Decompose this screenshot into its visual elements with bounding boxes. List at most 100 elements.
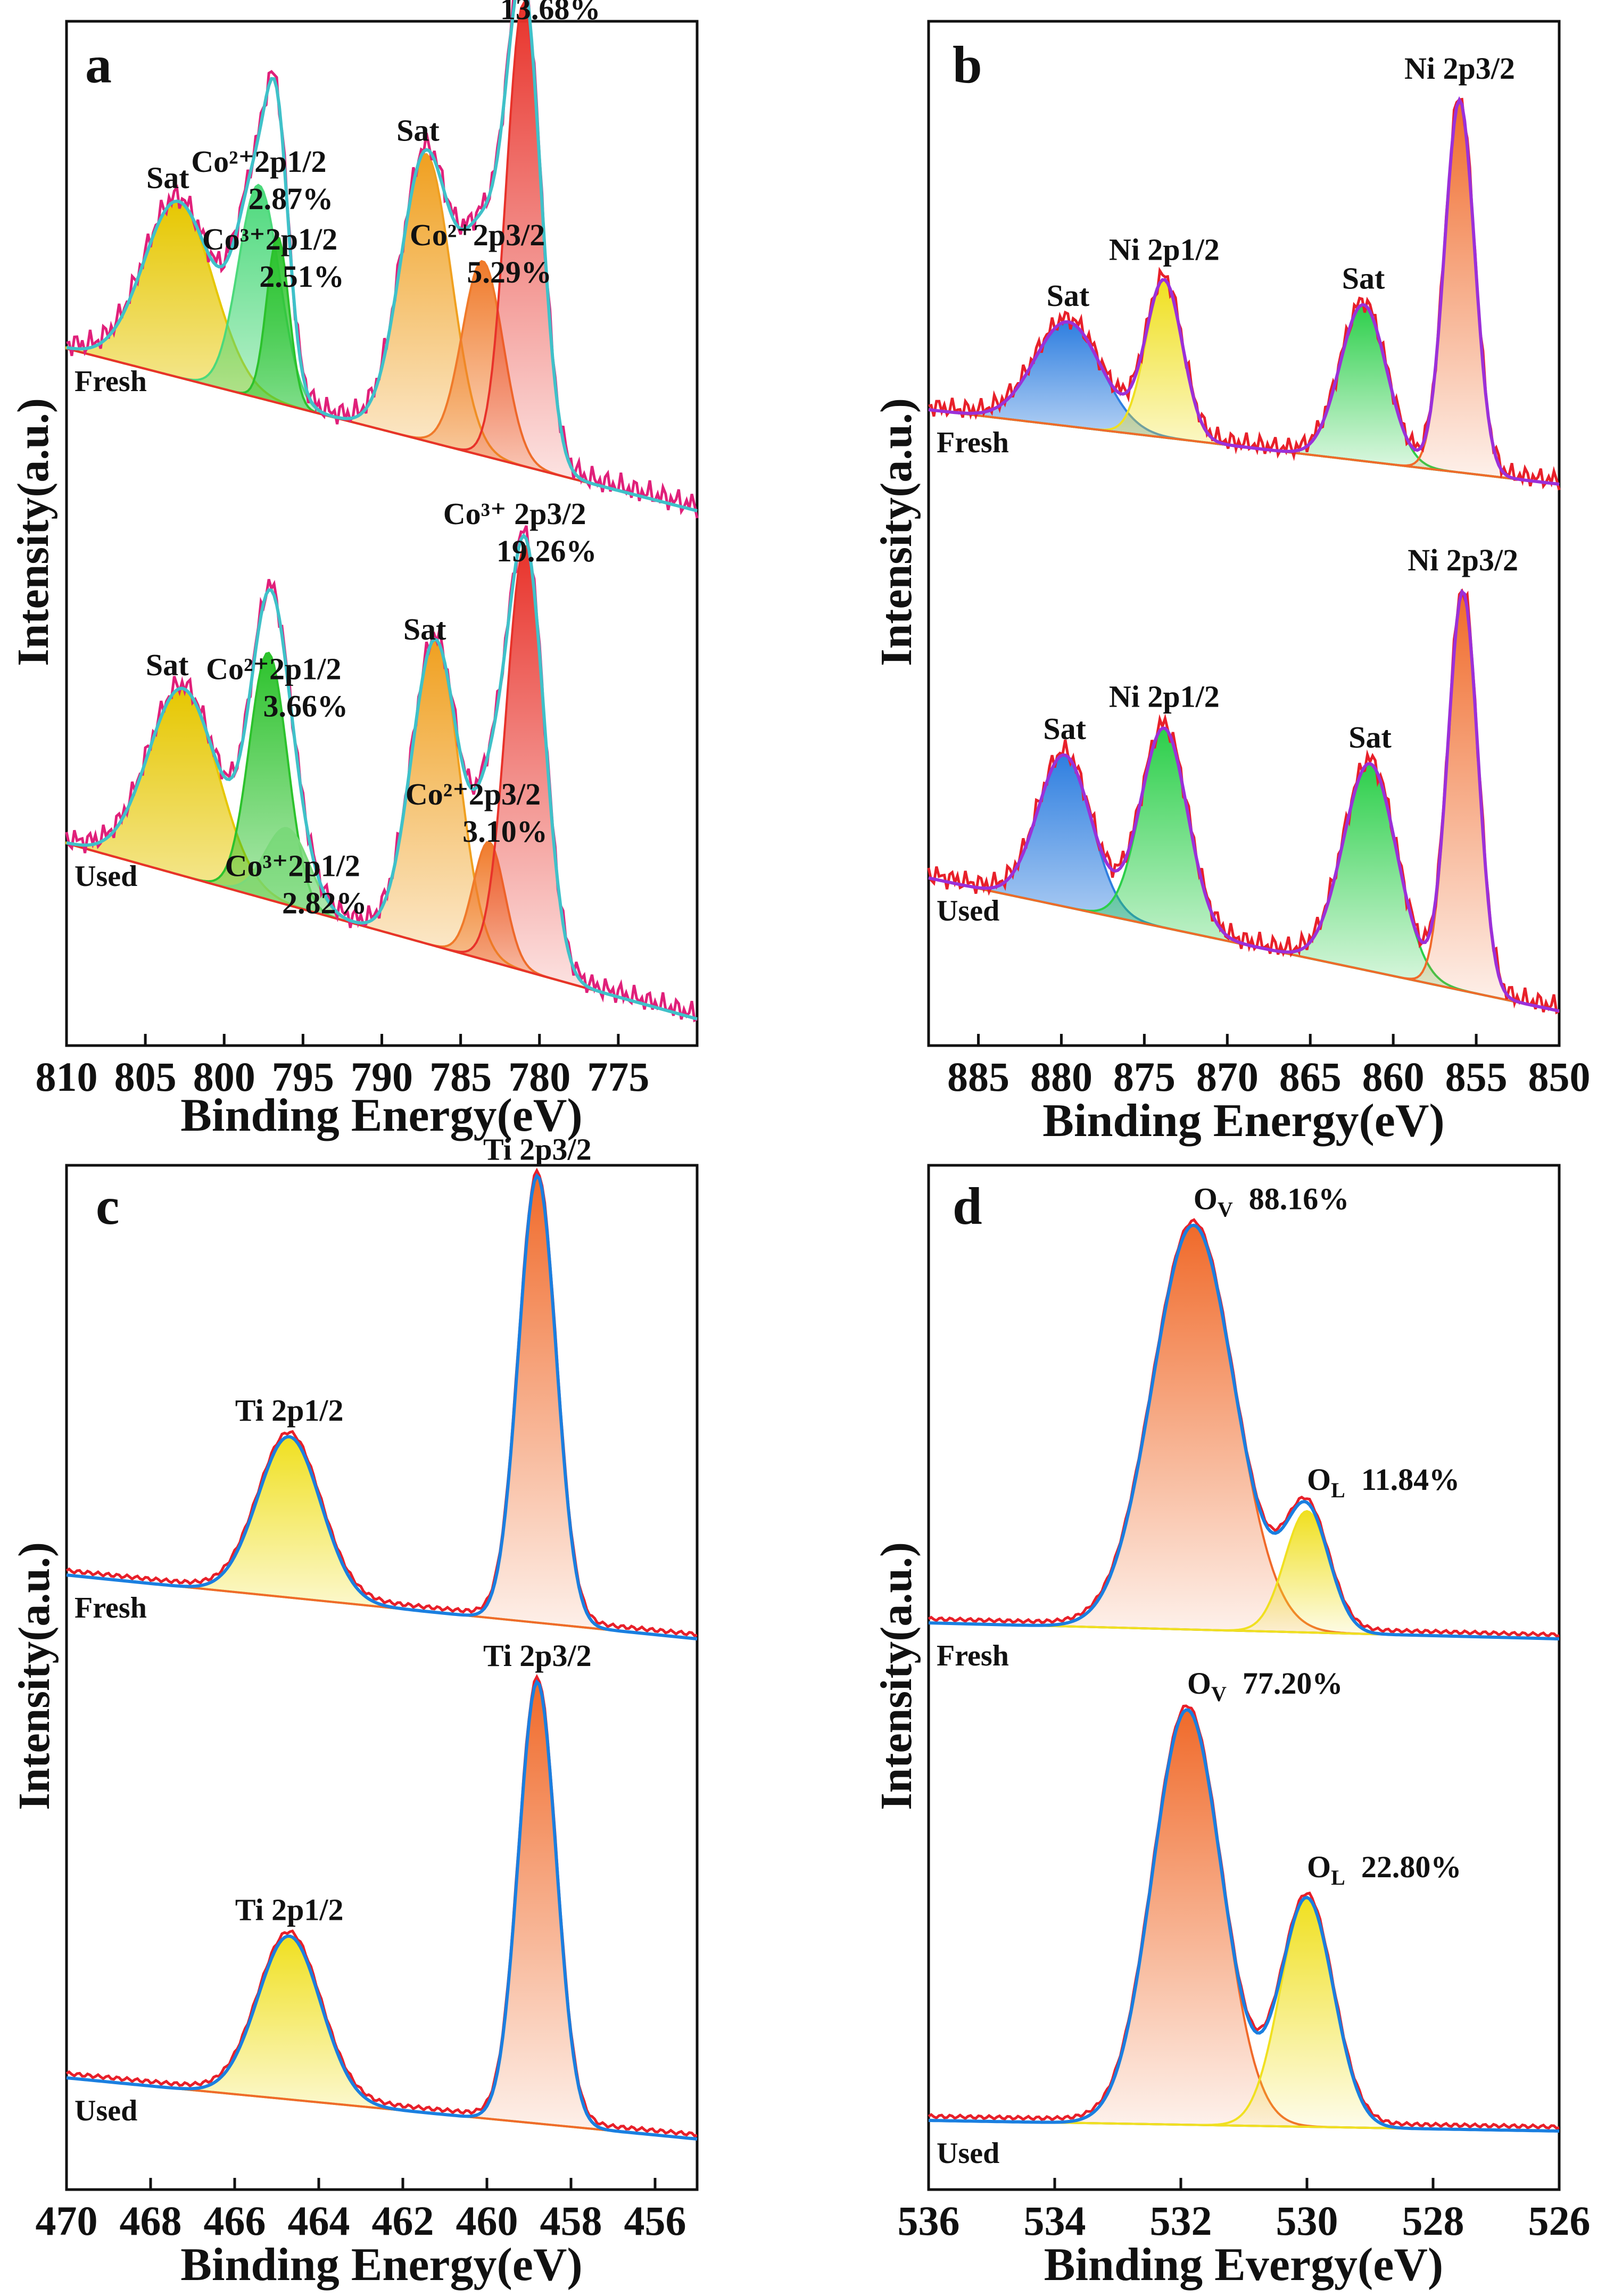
- panel-c-ti2p: c 470 468 466 464 462 460 458 456 Fresh Ti 2p1/2 T…: [10, 1132, 699, 2291]
- panel-b-plot: 885 880 875 870 865 860 855 850 Fresh Sat Ni 2p1/2…: [927, 51, 1591, 1100]
- peak-label: Sat: [403, 612, 446, 646]
- x-tick-label: 530: [1276, 2198, 1338, 2244]
- peak-label: Sat: [146, 648, 189, 682]
- panel-a-letter: a: [85, 35, 112, 94]
- panel-a-ylabel: Intensity(a.u.): [9, 398, 58, 666]
- panel-b-xlabel: Binding Energy(eV): [1042, 1095, 1444, 1147]
- x-tick-label: 800: [193, 1054, 255, 1100]
- fitted-envelope-line: [928, 1708, 1560, 2133]
- panel-c-plot: 470 468 466 464 462 460 458 456 Fresh Ti 2p1/2 Ti …: [36, 1132, 698, 2244]
- peak-label: Co²⁺2p3/2: [405, 777, 541, 811]
- component-peak: [928, 1709, 1560, 2132]
- panel-c-letter: c: [96, 1176, 119, 1236]
- component-peak: [66, 1436, 698, 1640]
- component-peak: [928, 97, 1560, 485]
- condition-label: Used: [75, 860, 137, 893]
- x-tick-label: 860: [1362, 1054, 1425, 1100]
- peak-percentage: 3.66%: [263, 689, 348, 724]
- x-tick-label: 870: [1196, 1054, 1259, 1100]
- peak-label: Co³⁺2p1/2: [202, 222, 337, 256]
- x-tick-label: 526: [1528, 2198, 1591, 2244]
- x-tick-label: 466: [204, 2198, 266, 2244]
- peak-label: Sat: [1342, 261, 1385, 296]
- x-tick-label: 885: [947, 1054, 1009, 1100]
- x-tick-label: 775: [587, 1054, 649, 1100]
- x-tick-label: 780: [508, 1054, 570, 1100]
- peak-label: OV 88.16%: [1194, 1182, 1350, 1222]
- peak-label: Ti 2p1/2: [235, 1893, 344, 1927]
- peak-label: Ni 2p1/2: [1109, 232, 1220, 267]
- fitted-envelope-line: [66, 1173, 698, 1640]
- x-tick-label: 470: [36, 2198, 98, 2244]
- peak-label: Co³⁺2p1/2: [225, 849, 360, 883]
- x-tick-label: 528: [1402, 2198, 1464, 2244]
- peak-label: Ti 2p3/2: [483, 1638, 592, 1673]
- panel-d-plot: 536 534 532 530 528 526 Fresh OV 88.16% OL 11.84% U…: [898, 1182, 1591, 2244]
- peak-label: Co³⁺ 2p3/2: [443, 496, 586, 531]
- peak-label: OV 77.20%: [1187, 1666, 1343, 1706]
- x-tick-label: 790: [351, 1054, 413, 1100]
- x-tick-label: 462: [372, 2198, 434, 2244]
- peak-label: Ti 2p3/2: [483, 1132, 592, 1167]
- fitted-envelope-line: [928, 96, 1560, 486]
- peak-percentage: 3.10%: [462, 814, 548, 849]
- x-tick-label: 532: [1150, 2198, 1212, 2244]
- x-tick-label: 460: [456, 2198, 518, 2244]
- peak-label: Co²⁺2p1/2: [191, 144, 326, 179]
- condition-label: Used: [937, 2137, 999, 2170]
- peak-label: Sat: [146, 161, 189, 195]
- peak-label: Co²⁺2p3/2: [410, 218, 545, 252]
- panel-b-ni2p: b 885 880 875 870 865 860 855 850 Fresh Sat Ni 2p1…: [872, 20, 1591, 1147]
- panel-d-o1s: d 536 534 532 530 528 526 Fresh OV 88.16% OL 11.84…: [872, 1164, 1591, 2291]
- condition-label: Fresh: [75, 1592, 147, 1624]
- peak-label: Ni 2p3/2: [1404, 51, 1515, 86]
- panel-d-ylabel: Intensity(a.u.): [872, 1542, 921, 1810]
- panel-d-frame: [927, 1164, 1561, 2191]
- x-tick-label: 534: [1024, 2198, 1086, 2244]
- peak-percentage: 19.26%: [496, 534, 597, 568]
- raw-spectrum-line: [65, 1673, 698, 2137]
- panel-b-frame: [927, 20, 1561, 1047]
- peak-percentage: 13.68%: [500, 0, 601, 26]
- x-tick-label: 880: [1030, 1054, 1092, 1100]
- x-tick-label: 785: [429, 1054, 492, 1100]
- x-tick-label: 795: [272, 1054, 334, 1100]
- fitted-envelope-line: [928, 1223, 1560, 1640]
- peak-label: Ni 2p1/2: [1109, 679, 1220, 714]
- condition-label: Used: [75, 2094, 137, 2127]
- x-tick-label: 850: [1528, 1054, 1591, 1100]
- peak-label: Sat: [396, 113, 440, 147]
- peak-label: Co²⁺2p1/2: [206, 652, 341, 686]
- x-tick-label: 865: [1279, 1054, 1342, 1100]
- panel-c-xlabel: Binding Energy(eV): [180, 2239, 582, 2291]
- panel-c-frame: [65, 1164, 699, 2191]
- peak-label: Sat: [1348, 720, 1392, 755]
- x-tick-label: 464: [288, 2198, 350, 2244]
- panel-c-ylabel: Intensity(a.u.): [10, 1542, 59, 1810]
- peak-label: Sat: [1043, 711, 1086, 746]
- condition-label: Fresh: [937, 1639, 1009, 1672]
- peak-label: Sat: [1047, 278, 1090, 313]
- x-tick-label: 468: [120, 2198, 182, 2244]
- fitted-envelope-line: [66, 533, 698, 1021]
- fitted-envelope-line: [66, 1679, 698, 2141]
- x-tick-label: 810: [36, 1054, 98, 1100]
- peak-label: OL 11.84%: [1307, 1462, 1460, 1502]
- panel-d-xlabel: Binding Evergy(eV): [1044, 2239, 1443, 2291]
- x-tick-label: 805: [114, 1054, 177, 1100]
- peak-percentage: 5.29%: [467, 255, 552, 289]
- component-peak: [65, 687, 698, 1020]
- fitted-envelope-line: [928, 588, 1560, 1013]
- condition-label: Fresh: [937, 426, 1009, 459]
- peak-percentage: 2.51%: [259, 259, 344, 294]
- component-peak: [66, 1680, 698, 2140]
- panel-b-letter: b: [953, 35, 982, 94]
- peak-label: Ti 2p1/2: [235, 1393, 344, 1428]
- x-tick-label: 536: [898, 2198, 960, 2244]
- peak-percentage: 2.87%: [249, 181, 334, 216]
- condition-label: Used: [937, 894, 999, 927]
- panel-a-xlabel: Binding Energy(eV): [180, 1090, 582, 1141]
